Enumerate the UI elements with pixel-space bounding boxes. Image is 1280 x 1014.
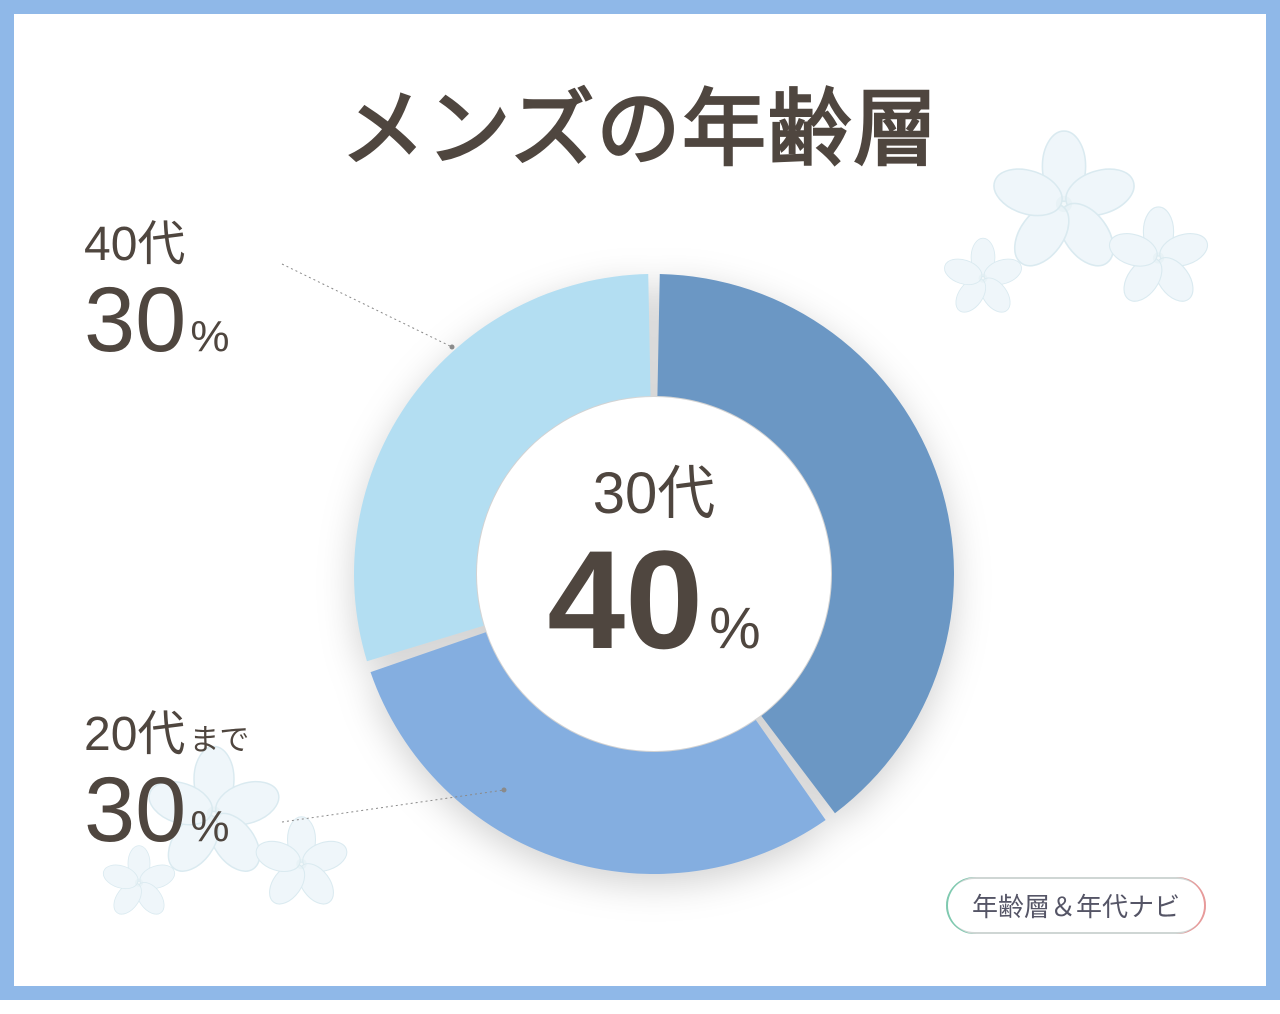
infographic-frame: メンズの年齢層 30代 40 % 40代 30 % 20代 まで 30 % <box>0 0 1280 1000</box>
side-label-40s: 40代 30 % <box>84 204 229 366</box>
side-20s-value-text: 30 <box>84 764 186 856</box>
side-40s-value-text: 30 <box>84 274 186 366</box>
source-badge: 年齢層＆年代ナビ <box>946 877 1206 934</box>
side-40s-percent-sign: % <box>190 312 229 362</box>
side-20s-percent-sign: % <box>190 802 229 852</box>
center-label: 30代 40 % <box>474 446 834 670</box>
side-40s-age-text: 40代 <box>84 204 185 274</box>
center-value-text: 40 <box>547 530 703 670</box>
side-20s-age-suffix: まで <box>189 715 249 759</box>
center-percent-sign: % <box>709 595 761 662</box>
center-age-text: 30代 <box>474 446 834 530</box>
side-label-20s: 20代 まで 30 % <box>84 694 249 856</box>
side-20s-age-text: 20代 <box>84 694 185 764</box>
chart-title: メンズの年齢層 <box>14 62 1266 183</box>
